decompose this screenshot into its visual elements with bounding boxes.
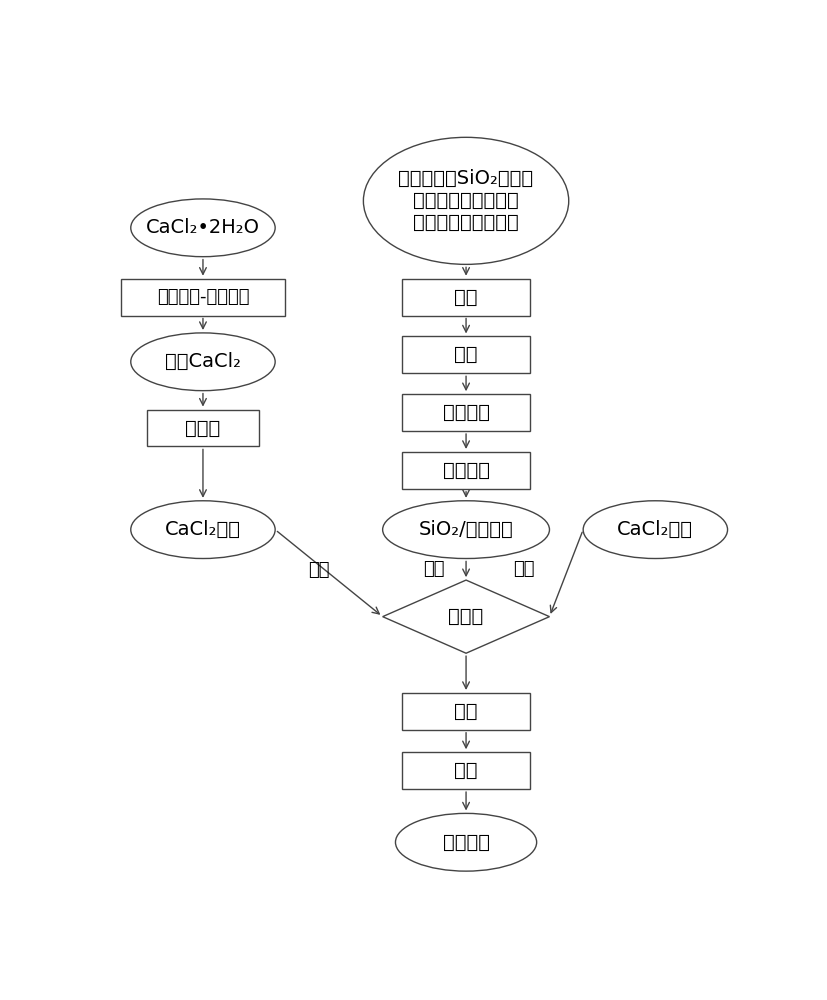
Text: 熔体: 熔体: [308, 561, 329, 579]
Text: SiO₂/石墨圆饼: SiO₂/石墨圆饼: [418, 520, 513, 539]
Bar: [401, 693, 529, 730]
Bar: [401, 394, 529, 431]
Text: 空气干燥-真空干燥: 空气干燥-真空干燥: [156, 288, 249, 306]
Text: 压制成型: 压制成型: [442, 403, 489, 422]
Text: 预电解: 预电解: [185, 418, 220, 438]
Text: 干燥: 干燥: [454, 761, 477, 780]
Text: CaCl₂•2H₂O: CaCl₂•2H₂O: [146, 218, 260, 237]
Bar: [401, 336, 529, 373]
Bar: [121, 279, 284, 316]
Bar: [401, 279, 529, 316]
Text: 真空烧结: 真空烧结: [442, 833, 489, 852]
Text: 阳极: 阳极: [513, 560, 534, 578]
Text: 干燥: 干燥: [454, 345, 477, 364]
Text: 电脱氧: 电脱氧: [448, 607, 483, 626]
Text: 原料准备（SiO₂粉末、
石墨粉末、异丙醇、
聚乙烯醇、聚乙二醇: 原料准备（SiO₂粉末、 石墨粉末、异丙醇、 聚乙烯醇、聚乙二醇: [398, 169, 533, 232]
Bar: [401, 752, 529, 789]
Text: 真空烧结: 真空烧结: [442, 461, 489, 480]
Text: 球磨: 球磨: [454, 288, 477, 307]
Bar: [401, 452, 529, 489]
Text: CaCl₂熔体: CaCl₂熔体: [165, 520, 241, 539]
Text: 无水CaCl₂: 无水CaCl₂: [165, 352, 241, 371]
Bar: [146, 410, 259, 446]
Text: 阴极: 阴极: [423, 560, 444, 578]
Text: CaCl₂熔体: CaCl₂熔体: [617, 520, 692, 539]
Text: 冲洗: 冲洗: [454, 702, 477, 721]
